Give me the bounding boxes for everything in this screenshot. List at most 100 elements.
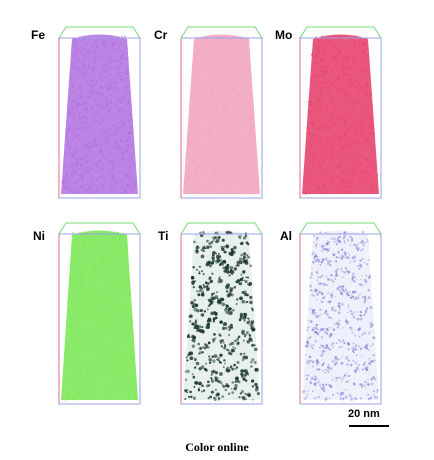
atom-point <box>348 127 351 131</box>
atom-point <box>346 169 349 173</box>
atom-point <box>367 66 369 68</box>
atom-point <box>323 39 326 42</box>
atom-point <box>240 114 243 117</box>
atom-point <box>223 71 227 75</box>
atom-point <box>70 85 73 87</box>
atom-point <box>327 122 330 125</box>
atom-point <box>94 336 96 339</box>
atom-point <box>81 139 83 141</box>
atom-point <box>72 84 75 87</box>
panel-ti <box>180 220 263 406</box>
atom-point <box>104 84 107 88</box>
atom-point <box>98 152 100 154</box>
atom-point <box>125 69 128 73</box>
atom-point <box>239 260 243 265</box>
atom-point <box>337 51 340 54</box>
atom-point <box>357 101 360 103</box>
atom-point <box>357 86 360 88</box>
atom-point <box>239 106 241 108</box>
atom-point <box>211 139 214 142</box>
atom-point <box>321 246 324 248</box>
atom-point <box>210 373 213 376</box>
panel-ni <box>58 220 141 406</box>
atom-point <box>339 135 342 138</box>
atom-point <box>89 178 91 180</box>
atom-point <box>238 144 241 147</box>
atom-point <box>347 311 349 314</box>
atom-point <box>72 122 75 124</box>
atom-point <box>242 43 245 45</box>
atom-point <box>124 57 128 60</box>
atom-point <box>350 149 353 152</box>
atom-point <box>196 93 199 96</box>
atom-point <box>86 171 89 174</box>
atom-point <box>309 191 312 194</box>
atom-point <box>88 244 91 247</box>
atom-point <box>245 398 247 401</box>
atom-point <box>108 81 111 83</box>
atom-point <box>218 276 221 279</box>
atom-point <box>315 75 318 78</box>
atom-point <box>193 240 196 244</box>
atom-point <box>368 154 370 157</box>
atom-point <box>328 98 330 100</box>
atom-point <box>109 175 111 177</box>
atom-point <box>207 282 210 285</box>
atom-point <box>75 66 79 70</box>
atom-point <box>219 133 221 135</box>
atom-point <box>65 172 68 175</box>
atom-point <box>366 184 369 186</box>
atom-point <box>89 268 92 271</box>
atom-point <box>86 111 89 113</box>
atom-point <box>195 62 197 64</box>
atom-point <box>344 381 346 384</box>
atom-point <box>99 363 102 367</box>
atom-point <box>320 144 322 147</box>
atom-point <box>343 341 346 345</box>
atom-point <box>242 103 245 106</box>
atom-point <box>128 164 131 168</box>
atom-point <box>236 191 239 194</box>
atom-point <box>70 162 73 165</box>
atom-point <box>198 381 202 386</box>
atom-point <box>355 398 358 401</box>
atom-point <box>105 97 108 100</box>
atom-point <box>344 267 347 270</box>
atom-point <box>237 84 239 86</box>
ni-texture <box>61 231 138 402</box>
atom-point <box>346 161 349 164</box>
atom-point <box>94 282 96 284</box>
atom-point <box>80 67 82 69</box>
atom-point <box>213 69 215 72</box>
atom-point <box>219 381 223 385</box>
atom-point <box>371 123 373 126</box>
atom-point <box>338 143 340 146</box>
atom-point <box>347 181 350 184</box>
atom-point <box>318 191 321 194</box>
atom-point <box>359 397 363 400</box>
atom-point <box>87 100 89 102</box>
atom-point <box>355 244 358 247</box>
atom-point <box>72 330 75 333</box>
atom-point <box>308 136 311 139</box>
atom-point <box>190 395 193 399</box>
atom-point <box>318 50 322 54</box>
atom-point <box>194 381 199 385</box>
atom-point <box>214 138 217 141</box>
atom-point <box>217 133 220 136</box>
atom-point <box>242 377 246 381</box>
atom-point <box>81 281 85 284</box>
atom-point <box>125 245 128 248</box>
atom-point <box>117 143 121 147</box>
atom-point <box>80 344 83 347</box>
atom-point <box>186 144 190 148</box>
atom-point <box>66 186 69 188</box>
atom-point <box>359 184 361 187</box>
atom-point <box>362 134 366 137</box>
atom-point <box>93 47 95 49</box>
atom-point <box>111 172 114 175</box>
atom-point <box>76 362 79 365</box>
atom-point <box>210 54 213 57</box>
atom-point <box>74 398 76 400</box>
atom-point <box>198 329 202 333</box>
